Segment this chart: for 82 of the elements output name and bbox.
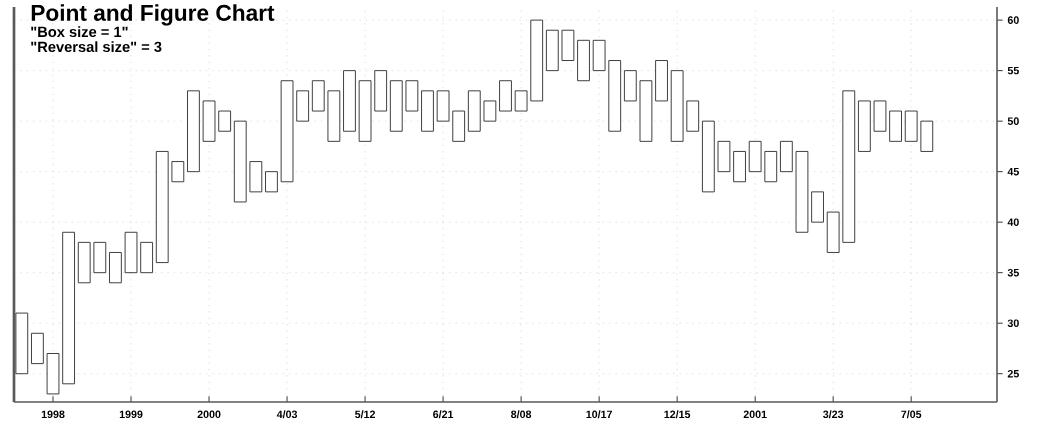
bar bbox=[327, 90, 341, 143]
bar bbox=[155, 151, 169, 264]
bar bbox=[530, 19, 544, 102]
bar bbox=[842, 90, 856, 244]
bar bbox=[717, 141, 731, 173]
bar bbox=[904, 110, 918, 143]
bar bbox=[655, 60, 668, 102]
bar bbox=[421, 90, 434, 132]
bar bbox=[826, 211, 840, 254]
bar bbox=[202, 100, 216, 143]
x-tick-label: 1999 bbox=[119, 410, 143, 419]
bar bbox=[405, 80, 419, 112]
bar bbox=[124, 232, 138, 274]
bar bbox=[171, 161, 185, 183]
x-tick-label: 5/12 bbox=[355, 410, 376, 419]
bar bbox=[389, 80, 403, 132]
bar bbox=[592, 40, 606, 72]
x-tick-label: 8/08 bbox=[511, 410, 532, 419]
bar bbox=[15, 312, 29, 375]
bar bbox=[187, 90, 200, 173]
bar bbox=[514, 90, 528, 112]
bar bbox=[811, 191, 824, 223]
bar bbox=[296, 90, 310, 122]
bar bbox=[31, 333, 44, 365]
bar bbox=[93, 242, 107, 274]
bar bbox=[311, 80, 325, 112]
x-tick-label: 4/03 bbox=[276, 410, 298, 419]
bar bbox=[857, 100, 871, 153]
y-tick-label: 55 bbox=[1007, 67, 1019, 75]
bar bbox=[733, 151, 746, 183]
bar bbox=[343, 70, 356, 132]
bar bbox=[873, 100, 887, 132]
bar bbox=[358, 80, 372, 143]
x-tick-label: 2001 bbox=[743, 410, 767, 419]
bar bbox=[140, 242, 154, 274]
bar bbox=[764, 151, 778, 183]
annotation: "Box size = 1" bbox=[31, 26, 128, 38]
x-tick-label: 6/21 bbox=[433, 410, 454, 419]
bar bbox=[499, 80, 512, 112]
bar bbox=[249, 161, 263, 193]
x-tick-label: 3/23 bbox=[823, 410, 844, 419]
bar bbox=[233, 120, 247, 203]
bar bbox=[686, 100, 700, 132]
y-tick-label: 45 bbox=[1007, 168, 1019, 176]
bar bbox=[280, 80, 294, 183]
bar bbox=[701, 120, 715, 193]
y-tick-label: 35 bbox=[1007, 269, 1019, 277]
x-tick-label: 7/05 bbox=[901, 410, 922, 419]
bar bbox=[265, 171, 278, 193]
x-tick-label: 10/17 bbox=[586, 410, 612, 419]
bar bbox=[109, 252, 122, 284]
y-tick-label: 30 bbox=[1007, 319, 1019, 328]
bar bbox=[623, 70, 637, 102]
bar bbox=[670, 70, 684, 143]
bar bbox=[795, 151, 809, 233]
bar bbox=[374, 70, 388, 112]
y-tick-label: 25 bbox=[1007, 370, 1019, 378]
chart-title: Point and Figure Chart bbox=[31, 4, 275, 26]
bar bbox=[467, 90, 481, 132]
x-tick-label: 1998 bbox=[41, 410, 65, 419]
y-tick-label: 50 bbox=[1007, 117, 1019, 126]
bar bbox=[779, 141, 793, 173]
bar bbox=[561, 29, 575, 62]
bar bbox=[77, 242, 91, 284]
bar bbox=[920, 120, 934, 153]
bar bbox=[62, 232, 76, 385]
bar bbox=[436, 90, 450, 122]
bar bbox=[545, 29, 559, 72]
bar bbox=[577, 40, 590, 82]
x-tick-label: 2000 bbox=[197, 410, 221, 419]
bar bbox=[639, 80, 653, 143]
bar bbox=[218, 110, 232, 132]
y-tick-label: 40 bbox=[1007, 218, 1019, 227]
bar bbox=[608, 60, 622, 132]
bar bbox=[452, 110, 466, 143]
x-tick-label: 12/15 bbox=[664, 410, 691, 419]
bar bbox=[483, 100, 497, 122]
y-tick-label: 60 bbox=[1007, 16, 1019, 25]
bar bbox=[46, 353, 60, 395]
bar bbox=[889, 110, 902, 143]
annotation: "Reversal size" = 3 bbox=[31, 41, 162, 53]
bar bbox=[748, 141, 762, 173]
